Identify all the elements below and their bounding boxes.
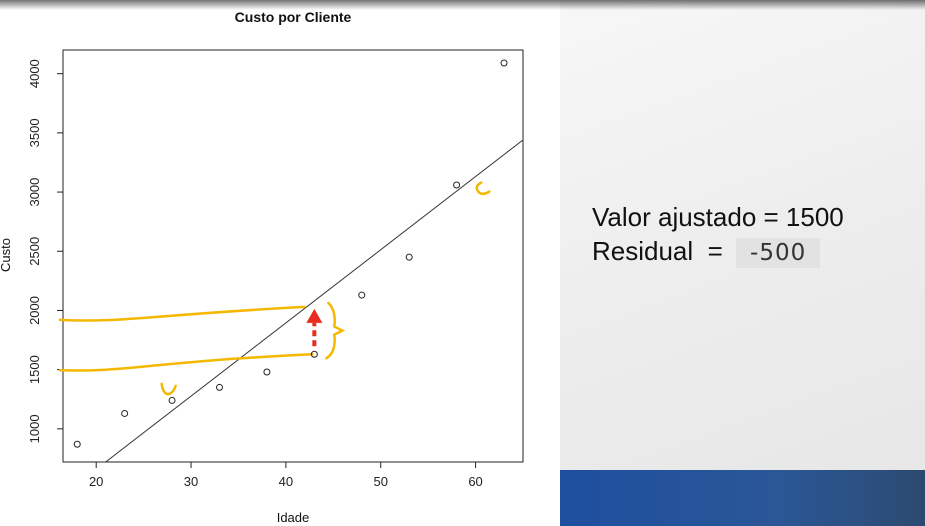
axes-layer: 20 30 40 50 60 1000 1500 2000 2500 3000 3500 4000 (27, 59, 483, 489)
chart-title: Custo por Cliente (235, 9, 352, 25)
regression-layer (105, 139, 524, 463)
data-point (121, 409, 129, 417)
data-point (500, 59, 508, 67)
residual-arrow-head (306, 308, 323, 323)
y-tick-label: 4000 (27, 59, 42, 88)
data-point (73, 440, 81, 448)
residual-line: Residual = -500 (592, 236, 821, 268)
data-point (168, 396, 176, 404)
x-tick-label: 60 (468, 474, 482, 489)
y-tick-label: 1500 (27, 355, 42, 384)
point-check-mark (475, 181, 491, 196)
residual-brace (325, 301, 346, 360)
x-tick-label: 30 (184, 474, 198, 489)
regression-line (105, 139, 524, 463)
observed-value-guide (58, 353, 314, 372)
chart-panel: Custo por Cliente Idade Custo 20 30 40 50 60… (0, 9, 524, 525)
slide-panel: Valor ajustado = 1500 Residual = -500 (560, 0, 925, 526)
y-tick-label: 2000 (27, 296, 42, 325)
plot-frame (62, 49, 524, 463)
fitted-value-guide (58, 305, 306, 322)
fitted-value-text: Valor ajustado = 1500 (592, 202, 844, 232)
data-point (310, 350, 318, 358)
y-tick-label: 3000 (27, 178, 42, 207)
data-point (453, 181, 461, 189)
data-point (358, 291, 366, 299)
x-tick-label: 40 (279, 474, 293, 489)
x-tick-label: 50 (373, 474, 387, 489)
slide-footer-bar (560, 470, 925, 526)
residual-label: Residual = (592, 236, 731, 266)
data-point (215, 383, 223, 391)
residual-value: -500 (736, 238, 821, 268)
y-tick-label: 1000 (27, 414, 42, 443)
annotation-layer (58, 181, 491, 396)
data-point (263, 368, 271, 376)
top-shadow (0, 0, 925, 10)
x-tick-label: 20 (89, 474, 103, 489)
points-layer (73, 59, 508, 448)
y-tick-label: 3500 (27, 118, 42, 147)
data-point (405, 253, 413, 261)
y-tick-label: 2500 (27, 237, 42, 266)
x-axis-label: Idade (277, 510, 310, 525)
y-axis-label: Custo (0, 238, 13, 272)
curve-check-mark (160, 382, 177, 396)
scatter-chart: Custo por Cliente Idade Custo 20 30 40 50 60… (0, 9, 524, 525)
